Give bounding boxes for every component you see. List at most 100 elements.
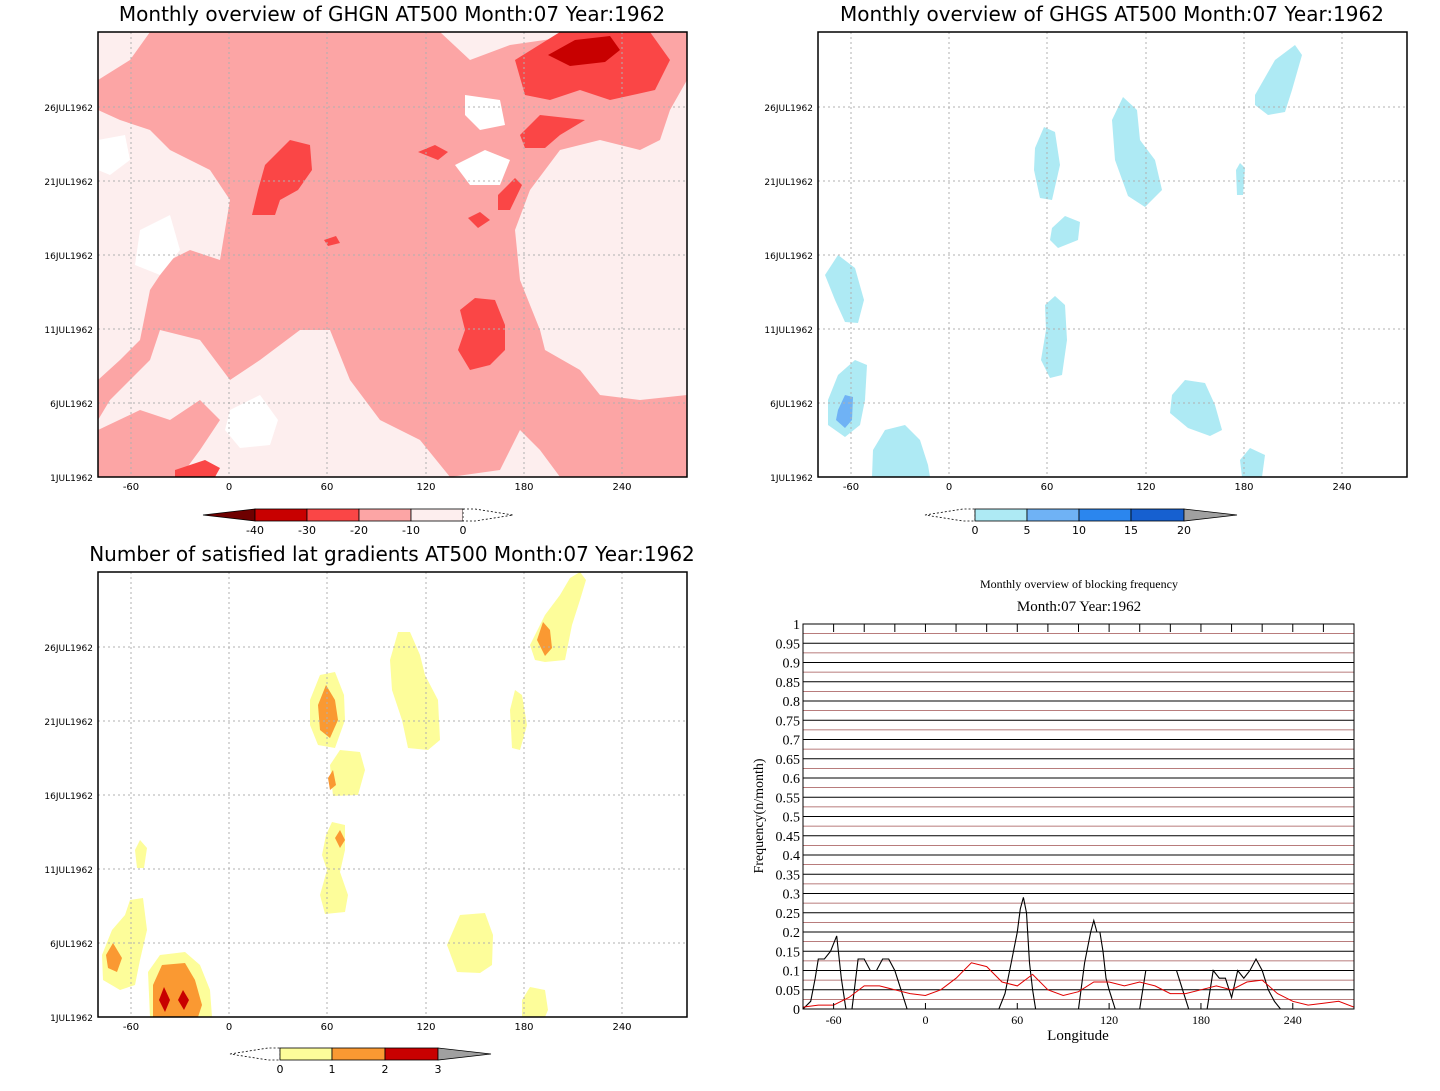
ghgn-hole-2	[455, 150, 510, 185]
latgrad-colorbar-cell	[437, 1047, 492, 1061]
ghgn-contour-20g	[498, 178, 522, 210]
blocking-ytick-label: 0.45	[776, 830, 801, 845]
blocking-ytick-label: 0.4	[783, 849, 801, 864]
latgrad-colorbar-cell	[229, 1047, 281, 1061]
ghgn-hole-4	[225, 395, 278, 448]
ghgn-contour-30	[548, 36, 620, 66]
blocking-ytick-label: 0.55	[776, 791, 801, 806]
ghgn-ytick-label: 6JUL1962	[50, 400, 93, 410]
ghgn-colorbar-cell	[358, 508, 412, 522]
latgrad-colorbar-cell	[279, 1047, 333, 1061]
ghgn-colorbar-label: -30	[298, 524, 316, 537]
blocking-ytick-label: 0.95	[776, 637, 801, 652]
ghgs-title: Monthly overview of GHGS AT500 Month:07 …	[840, 2, 1384, 26]
ghgs-ytick-label: 26JUL1962	[764, 104, 813, 114]
ghgs-ytick-label: 16JUL1962	[764, 252, 813, 262]
blocking-ytick-label: 0.8	[783, 695, 801, 710]
ghgs-panel: Monthly overview of GHGS AT500 Month:07 …	[764, 2, 1408, 537]
ghgn-contour-20b	[520, 115, 585, 148]
latgrad-colorbar-label: 0	[277, 1063, 284, 1076]
ghgs-colorbar-label: 20	[1177, 524, 1191, 537]
ghgn-contour-20h	[324, 236, 340, 246]
latgrad-ytick-label: 21JUL1962	[44, 718, 93, 728]
latgrad-ytick-label: 26JUL1962	[44, 644, 93, 654]
blocking-ytick-label: 0.15	[776, 945, 801, 960]
ghgs-colorbar-label: 0	[972, 524, 979, 537]
ghgs-colorbar-label: 10	[1072, 524, 1086, 537]
ghgn-xtick-label: 180	[514, 482, 533, 493]
blocking-ytick-label: 0.9	[783, 657, 801, 672]
latgrad-contour-1	[106, 943, 122, 972]
blocking-ytick-label: 1	[793, 618, 800, 633]
ghgn-panel: Monthly overview of GHGN AT500 Month:07 …	[44, 2, 688, 537]
latgrad-colorbar-cell	[331, 1047, 386, 1061]
blocking-top-ticks	[833, 624, 1324, 632]
ghgn-hole-5	[98, 135, 130, 175]
latgrad-contour-2	[178, 990, 189, 1010]
latgrad-x-ticks: -60 0 60 120 180 240	[123, 1022, 632, 1033]
latgrad-grid	[98, 572, 687, 1017]
blocking-ytick-label: 0.65	[776, 753, 801, 768]
latgrad-contour-0	[330, 750, 365, 796]
ghgs-y-ticks: 1JUL1962 6JUL1962 11JUL1962 16JUL1962 21…	[764, 104, 813, 484]
ghgn-ytick-label: 21JUL1962	[44, 178, 93, 188]
ghgn-colorbar: -40 -30 -20 -10 0	[202, 508, 514, 537]
ghgn-contour-10b	[98, 400, 220, 477]
latgrad-contour-0	[135, 840, 147, 868]
ghgs-xtick-label: -60	[843, 482, 859, 493]
latgrad-colorbar-cell	[384, 1047, 439, 1061]
ghgs-ytick-label: 6JUL1962	[770, 400, 813, 410]
latgrad-colorbar: 0 1 2 3	[229, 1047, 492, 1076]
latgrad-xtick-label: 180	[514, 1022, 533, 1033]
blocking-xtick-label: 240	[1284, 1013, 1302, 1027]
ghgs-field	[818, 32, 1407, 477]
ghgs-colorbar-cell	[1130, 508, 1185, 522]
ghgn-hole-3	[135, 215, 180, 275]
ghgs-contour-0	[825, 255, 864, 323]
latgrad-contour-1	[318, 685, 338, 738]
latgrad-xtick-label: 0	[226, 1022, 232, 1033]
blocking-xtick-label: 120	[1100, 1013, 1118, 1027]
ghgs-colorbar-cell	[1078, 508, 1132, 522]
ghgs-ytick-label: 21JUL1962	[764, 178, 813, 188]
ghgs-contour-0	[1050, 216, 1080, 248]
ghgn-contour-20f	[468, 212, 490, 228]
ghgn-ytick-label: 1JUL1962	[50, 474, 93, 484]
blocking-ytick-label: 0.35	[776, 868, 801, 883]
ghgn-field	[98, 32, 687, 477]
ghgs-x-ticks: -60 0 60 120 180 240	[843, 482, 1352, 493]
ghgn-colorbar-cell	[306, 508, 360, 522]
ghgn-xtick-label: 0	[226, 482, 232, 493]
blocking-ytick-label: 0.6	[783, 772, 801, 787]
blocking-x-ticks: -60 0 60 120 180 240	[826, 1003, 1302, 1027]
ghgs-colorbar-label: 5	[1024, 524, 1031, 537]
blocking-xtick-label: -60	[826, 1013, 842, 1027]
ghgn-contour-20i	[175, 460, 220, 477]
ghgs-xtick-label: 60	[1041, 482, 1054, 493]
ghgn-contour-20d	[458, 298, 505, 370]
latgrad-ytick-label: 16JUL1962	[44, 792, 93, 802]
blocking-ytick-label: 0.05	[776, 984, 801, 999]
ghgs-frame	[817, 31, 1408, 478]
latgrad-colorbar-label: 3	[435, 1063, 442, 1076]
latgrad-y-ticks: 1JUL1962 6JUL1962 11JUL1962 16JUL1962 21…	[44, 644, 93, 1024]
ghgs-contour-0	[1112, 97, 1162, 207]
blocking-lines	[803, 897, 1354, 1009]
ghgn-colorbar-cell	[202, 508, 256, 522]
latgrad-panel: Number of satisfied lat gradients AT500 …	[44, 542, 694, 1076]
ghgs-xtick-label: 180	[1234, 482, 1253, 493]
latgrad-contour-1	[335, 830, 345, 848]
ghgs-contour-0	[1255, 45, 1302, 115]
ghgs-xtick-label: 120	[1136, 482, 1155, 493]
blocking-xlabel: Longitude	[1047, 1028, 1109, 1044]
ghgn-colorbar-cell	[254, 508, 308, 522]
ghgn-frame	[97, 31, 688, 478]
blocking-ytick-label: 0.7	[783, 734, 801, 749]
blocking-ytick-label: 0	[793, 1003, 800, 1018]
latgrad-ytick-label: 1JUL1962	[50, 1014, 93, 1024]
blocking-subtitle: Month:07 Year:1962	[1017, 599, 1141, 615]
blocking-title: Monthly overview of blocking frequency	[980, 577, 1178, 591]
latgrad-contour-1	[328, 770, 336, 790]
ghgn-ytick-label: 16JUL1962	[44, 252, 93, 262]
